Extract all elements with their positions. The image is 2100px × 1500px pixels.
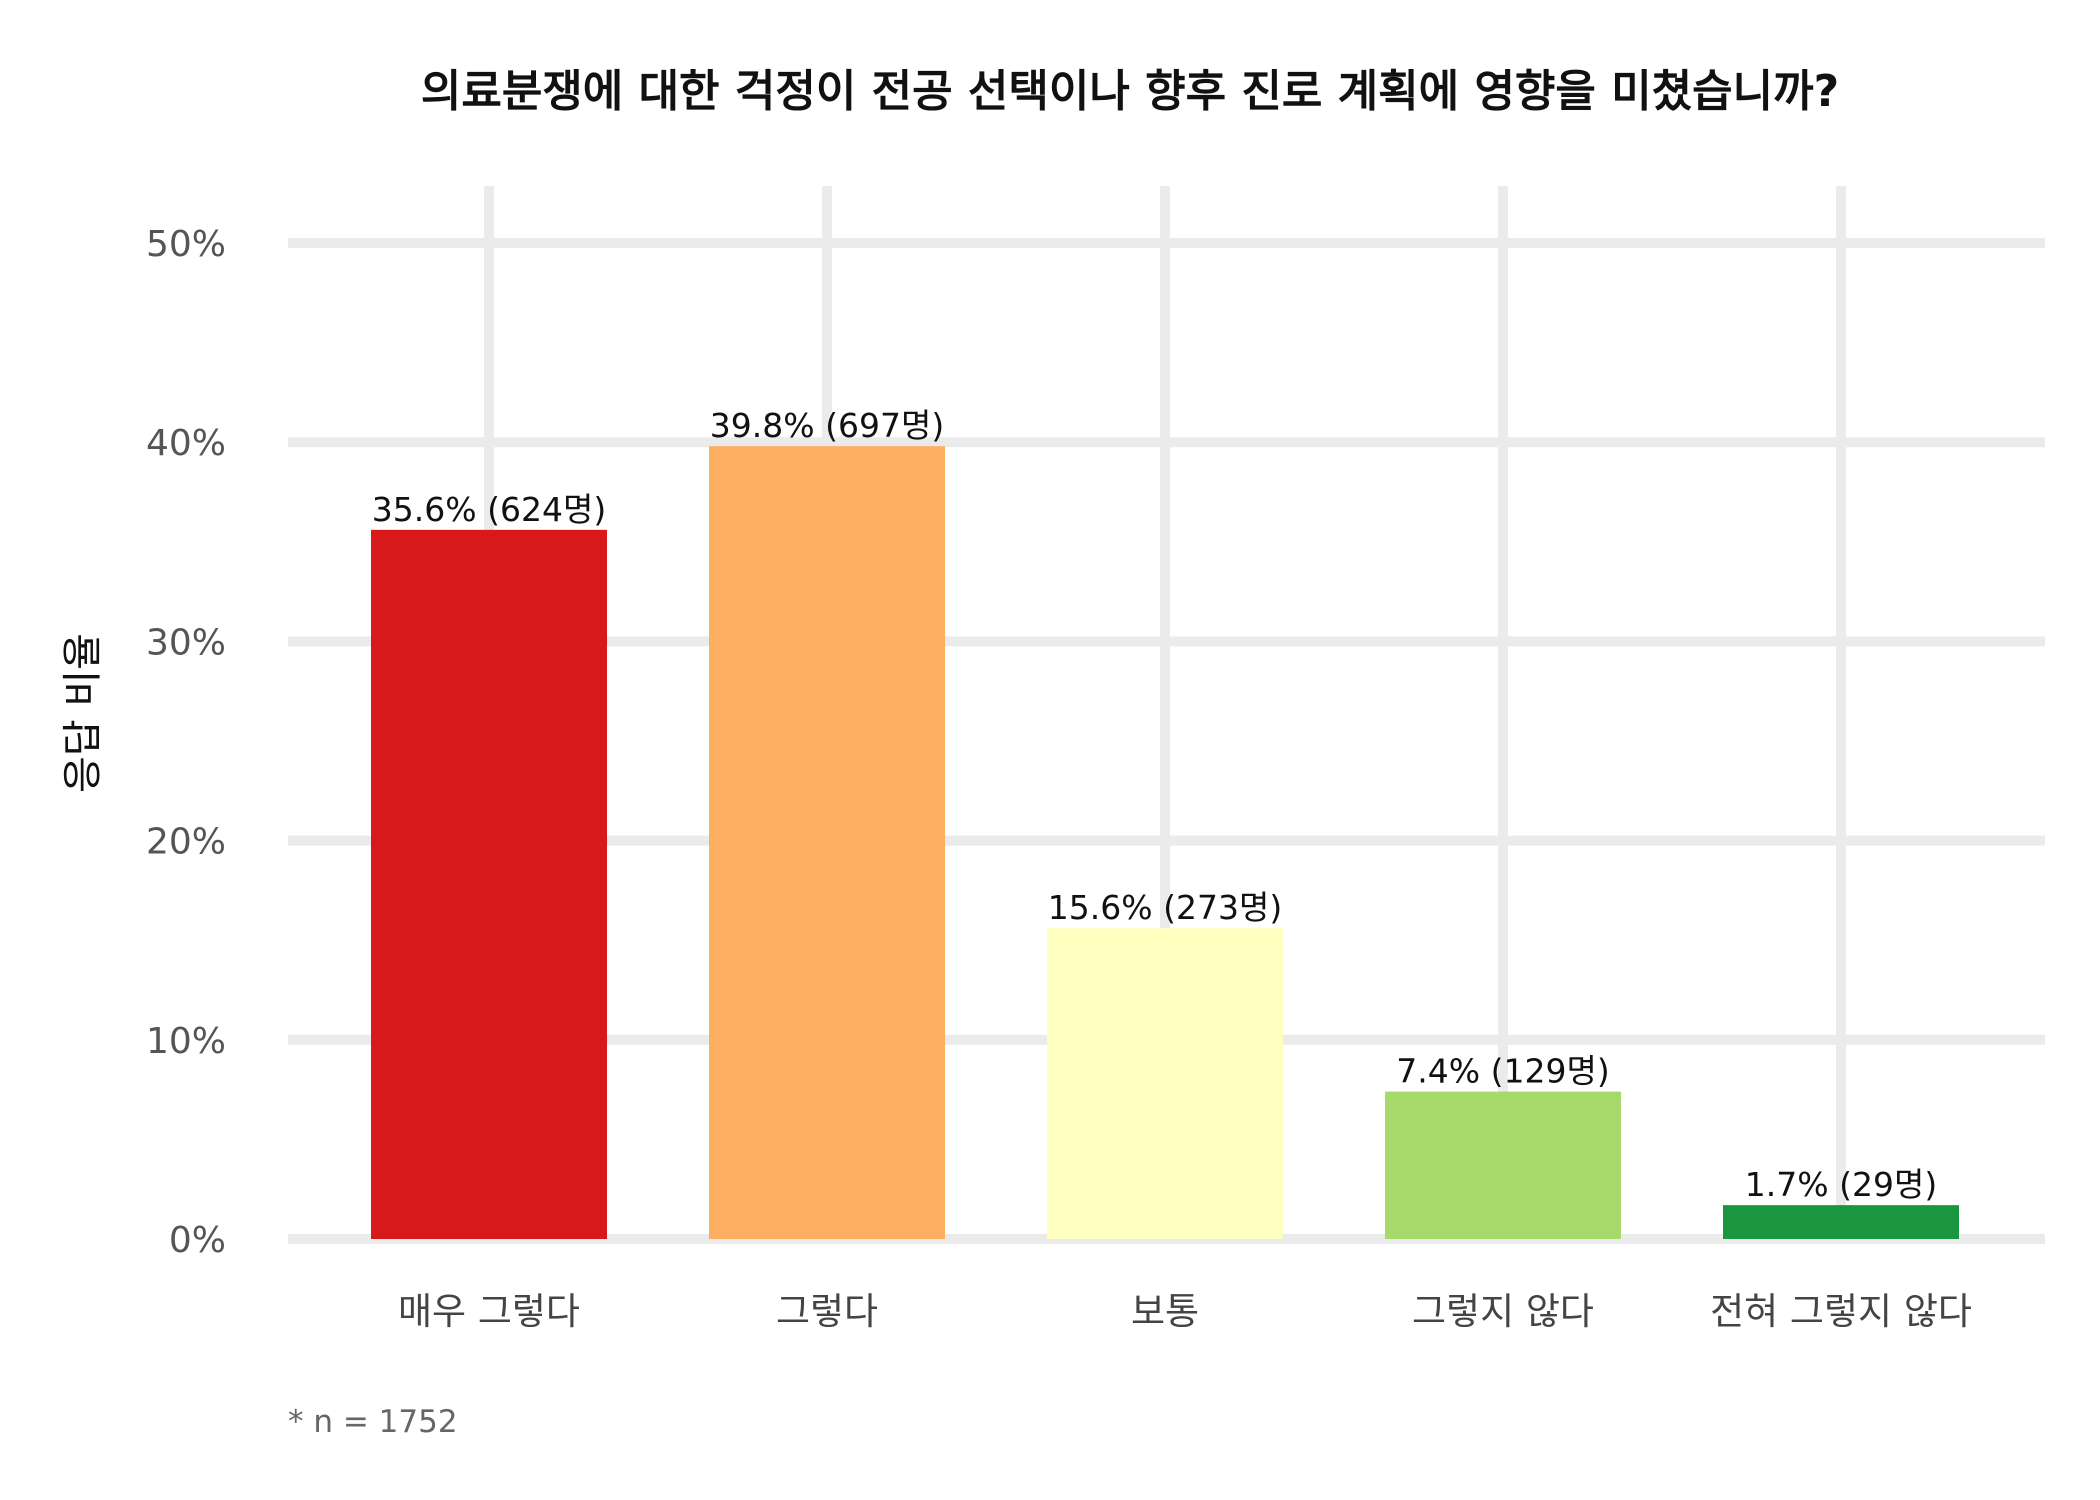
y-tick-label: 30%	[146, 622, 226, 663]
bar-value-label: 1.7% (29명)	[1745, 1165, 1937, 1204]
bar-value-label: 35.6% (624명)	[372, 490, 606, 529]
y-tick-label: 20%	[146, 822, 226, 863]
bar	[1385, 1091, 1621, 1239]
bar	[709, 446, 945, 1240]
x-category-label: 전혀 그렇지 않다	[1710, 1290, 1972, 1333]
x-category-label: 그렇지 않다	[1412, 1290, 1594, 1333]
x-category-label: 보통	[1131, 1290, 1199, 1333]
y-tick-label: 40%	[146, 423, 226, 464]
y-axis-title: 응답 비율	[60, 633, 106, 793]
bar-value-label: 7.4% (129명)	[1396, 1052, 1609, 1091]
bar	[1723, 1205, 1959, 1239]
bar-value-label: 39.8% (697명)	[710, 406, 944, 445]
chart-title: 의료분쟁에 대한 걱정이 전공 선택이나 향후 진로 계획에 영향을 미쳤습니까…	[421, 66, 1839, 117]
sample-size-note: * n = 1752	[288, 1404, 458, 1440]
x-category-label: 그렇다	[776, 1290, 878, 1333]
y-tick-label: 0%	[169, 1220, 226, 1261]
y-axis-ticks: 0% 10% 20% 30% 40% 50%	[146, 224, 226, 1261]
data-labels: 35.6% (624명) 39.8% (697명) 15.6% (273명) 7.4%…	[372, 406, 1937, 1204]
bar	[1047, 928, 1283, 1239]
x-category-label: 매우 그렇다	[398, 1290, 580, 1333]
bar-value-label: 15.6% (273명)	[1048, 888, 1282, 927]
bar	[371, 529, 607, 1239]
x-axis-categories: 매우 그렇다 그렇다 보통 그렇지 않다 전혀 그렇지 않다	[398, 1290, 1972, 1333]
bars	[371, 446, 1959, 1240]
y-tick-label: 10%	[146, 1021, 226, 1062]
y-tick-label: 50%	[146, 224, 226, 265]
